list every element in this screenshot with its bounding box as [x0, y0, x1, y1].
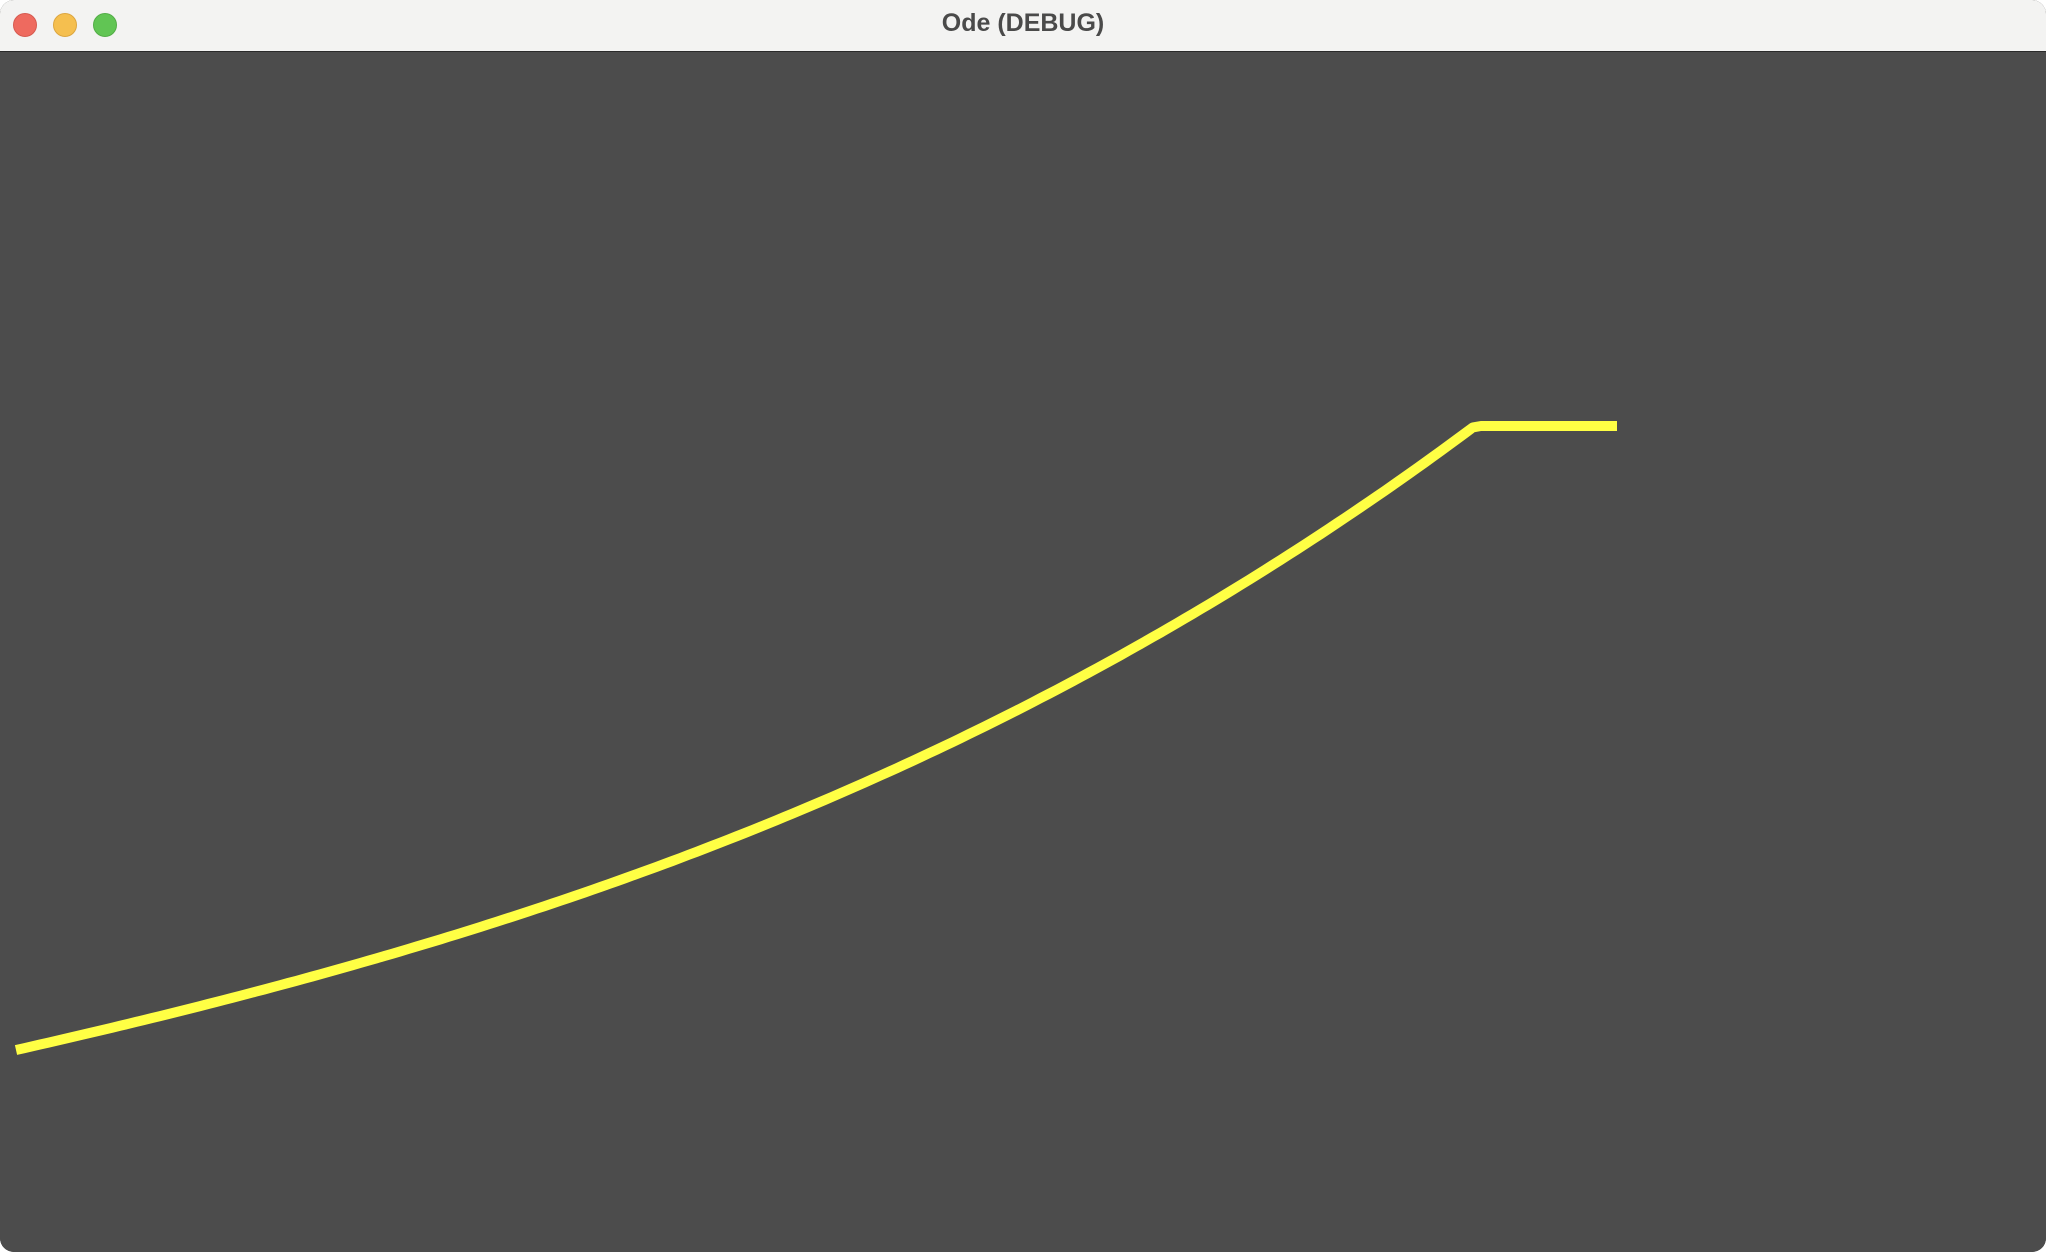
close-icon[interactable] [13, 13, 37, 37]
plot-surface [14, 421, 1617, 1055]
solution-curve [14, 421, 1617, 1055]
minimize-icon[interactable] [53, 13, 77, 37]
render-canvas[interactable] [0, 52, 2046, 1252]
window-title: Ode (DEBUG) [941, 9, 1105, 37]
maximize-icon[interactable] [93, 13, 117, 37]
title-bar[interactable]: Ode (DEBUG) [0, 0, 2046, 52]
